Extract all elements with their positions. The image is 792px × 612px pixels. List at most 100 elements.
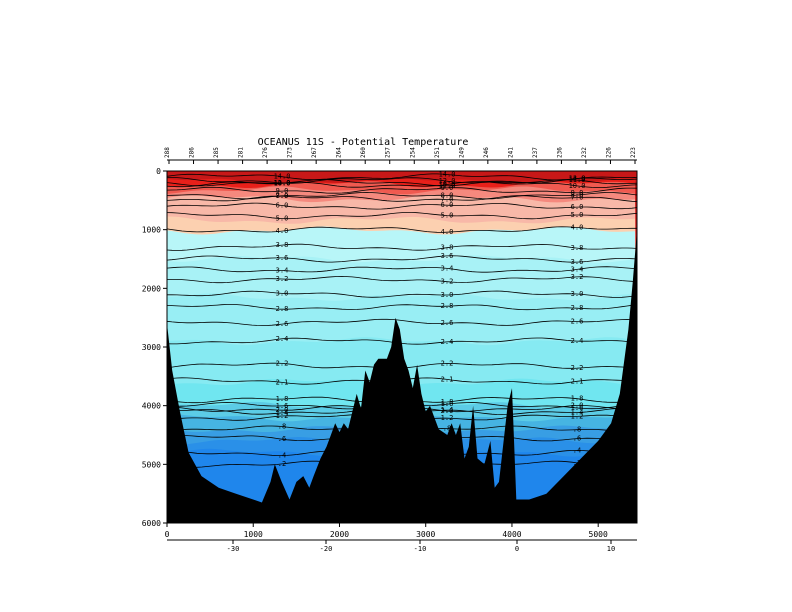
contour-label: 14.0: [274, 173, 291, 181]
station-label: 285: [213, 147, 220, 158]
station-label: 267: [311, 147, 318, 158]
longitude-label: -30: [227, 545, 240, 553]
x-axis: 0 1000 2000 3000 4000 5000: [165, 523, 608, 539]
contour-label: 3.2: [571, 273, 584, 281]
contour-label: .8: [278, 423, 286, 431]
contour-label: .4: [278, 452, 286, 460]
station-label: 288: [164, 147, 171, 158]
contour-label: 3.0: [441, 291, 454, 299]
longitude-label: 10: [607, 545, 615, 553]
station-label: 226: [605, 147, 612, 158]
sea-floor: [167, 229, 637, 523]
station-label: 236: [556, 147, 563, 158]
contour-label: 3.0: [276, 289, 289, 297]
plot-area: 14.0 14.0 14.012.0 12.0 12.011.0 11.011.010.0…: [167, 171, 637, 523]
contour-label: 2.6: [276, 320, 289, 328]
contour-12.0: [167, 177, 637, 184]
contour-label: 11.0: [569, 176, 586, 184]
x-tick-label: 3000: [416, 530, 435, 539]
contour-label: 10.0: [274, 179, 291, 187]
contour-label: 3.6: [441, 252, 454, 260]
contour-label: 1.6: [276, 402, 289, 410]
contour-label: 2.1: [441, 375, 454, 383]
x-tick-label: 4000: [502, 530, 521, 539]
longitude-label: 0: [515, 545, 519, 553]
contour-label: 1.2: [441, 414, 454, 422]
contour-label: 7.0: [276, 192, 289, 200]
contour-3.0: [167, 290, 637, 298]
contour-3.8: [167, 243, 637, 251]
contour-label: 6.0: [276, 202, 289, 210]
contour-label: 8.0: [441, 191, 454, 199]
contour-label: 2.8: [441, 302, 454, 310]
contour-label: .6: [278, 435, 286, 443]
station-label: 257: [385, 147, 392, 158]
contour-label: 2.1: [276, 378, 289, 386]
contour-label: .8: [443, 425, 451, 433]
contour-label: 11.0: [439, 182, 456, 190]
station-label: 246: [483, 147, 490, 158]
station-axis: 288 286 285 281 276 273 267 264 260 257 254 251 249 2…: [164, 147, 637, 164]
station-label: 249: [458, 147, 465, 158]
longitude-label: -20: [320, 545, 333, 553]
contour-label: .2: [278, 460, 286, 468]
station-label: 254: [409, 147, 416, 158]
contour-label: 3.8: [571, 244, 584, 252]
x-tick-label: 2000: [330, 530, 349, 539]
x-tick-label: 5000: [589, 530, 608, 539]
y-tick-label: 3000: [142, 343, 161, 352]
contour-label: 7.0: [571, 194, 584, 202]
station-label: 286: [189, 147, 196, 158]
contour-label: 6.0: [571, 203, 584, 211]
longitude-axis: -30 -20 -10 0 10: [167, 539, 637, 553]
y-tick-label: 1000: [142, 226, 161, 235]
station-label: 232: [581, 147, 588, 158]
contour-label: 2.0: [441, 407, 454, 415]
contour-label: 3.2: [441, 278, 454, 286]
contour-label: 2.1: [571, 377, 584, 385]
contour-5.0: [167, 212, 637, 220]
contour-label: 6.0: [441, 201, 454, 209]
contour-label: 4.0: [276, 227, 289, 235]
contour-3.2: [167, 275, 637, 284]
x-tick-label: 0: [165, 530, 170, 539]
contour-label: 14.0: [439, 171, 456, 179]
contour-2.6: [167, 318, 637, 326]
chart-title: OCEANUS 11S - Potential Temperature: [258, 137, 469, 148]
contour-label: 1.8: [571, 395, 584, 403]
y-tick-label: 6000: [142, 519, 161, 528]
contour-label: 1.8: [441, 398, 454, 406]
contour-10.0: [167, 181, 637, 189]
contour-label: 1.6: [441, 400, 454, 408]
contour-label: 1.4: [441, 406, 454, 414]
temperature-bands: [167, 171, 637, 523]
contour-label: 2.4: [276, 335, 289, 343]
contour-label: 2.0: [276, 406, 289, 414]
station-label: 251: [434, 147, 441, 158]
contour-2.8: [167, 304, 637, 311]
longitude-label: -10: [414, 545, 427, 553]
contour-7.0: [167, 195, 637, 202]
contour-label: 12.0: [439, 177, 456, 185]
station-label: 264: [336, 147, 343, 158]
contour-label: 5.0: [441, 212, 454, 220]
contour-3.6: [167, 255, 637, 263]
contour-label: 9.0: [571, 189, 584, 197]
contour-9.0: [167, 186, 637, 194]
contour-label: 5.0: [571, 211, 584, 219]
y-tick-label: 0: [156, 167, 161, 176]
contour-label: 3.4: [276, 267, 289, 275]
contour-label: 5.0: [276, 215, 289, 223]
contour-label: 3.4: [441, 264, 454, 272]
contour-label: 2.8: [276, 305, 289, 313]
contour-label: 3.6: [276, 254, 289, 262]
contour-label: 8.0: [571, 191, 584, 199]
station-label: 276: [262, 147, 269, 158]
contour-label: 1.2: [571, 412, 584, 420]
station-label: 237: [532, 147, 539, 158]
station-label: 281: [238, 147, 245, 158]
y-tick-label: 4000: [142, 402, 161, 411]
contour-label: 3.4: [571, 265, 584, 273]
contour-label: 2.8: [571, 304, 584, 312]
